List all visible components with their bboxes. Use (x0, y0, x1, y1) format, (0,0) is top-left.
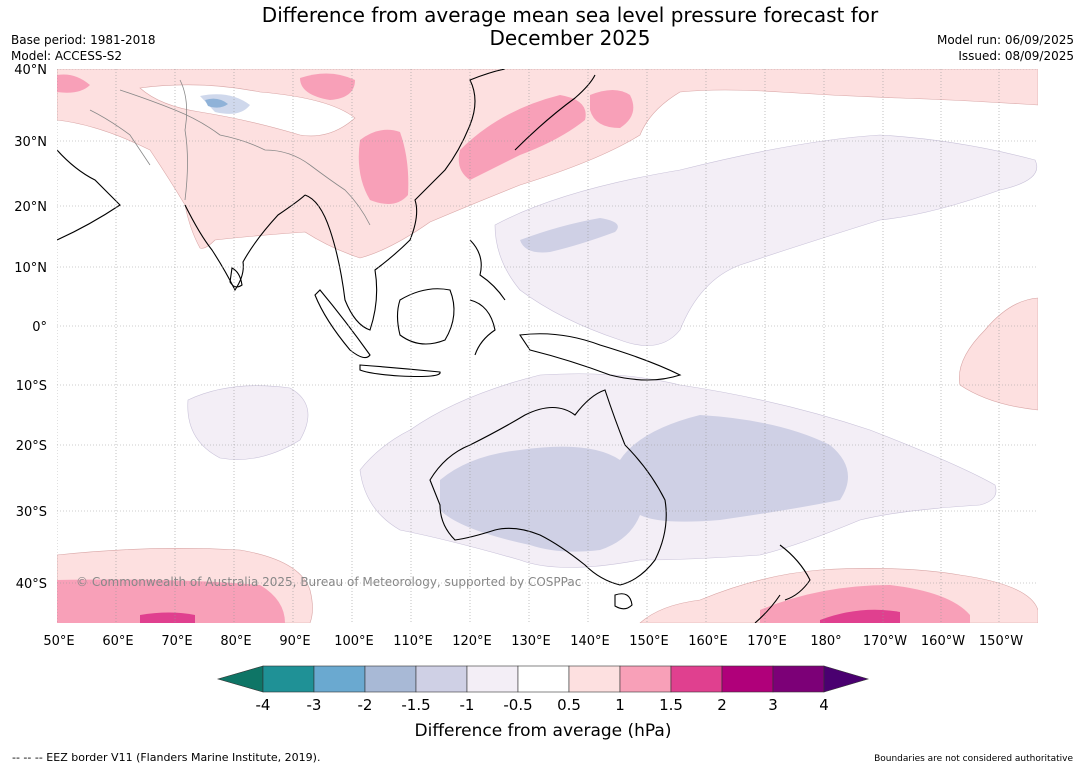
lon-label: 120°E (452, 634, 492, 649)
lat-label: 0° (32, 320, 47, 335)
colorbar-bin (415, 665, 468, 693)
colorbar-tick-label: -4 (256, 696, 271, 714)
pressure-anomaly-map: © Commonwealth of Australia 2025, Bureau… (57, 69, 1038, 623)
colorbar-bin (568, 665, 621, 693)
lat-label: 30°S (16, 505, 47, 520)
issued-date: Issued: 08/09/2025 (958, 49, 1074, 63)
title-line-2: December 2025 (489, 26, 651, 50)
colorbar-tick-label: 1.5 (659, 696, 683, 714)
colorbar-extend-high (823, 665, 870, 693)
colorbar-label: Difference from average (hPa) (415, 721, 672, 741)
lon-label: 110°E (393, 634, 433, 649)
lat-label: 40°S (16, 577, 47, 592)
model-run: Model run: 06/09/2025 (936, 33, 1074, 47)
lon-label: 160°W (921, 634, 965, 649)
colorbar-tick-label: 0.5 (557, 696, 581, 714)
latitude-labels: 40°N 30°N 20°N 10°N 0° 10°S 20°S 30°S 40°S (14, 63, 47, 592)
colorbar-bin (772, 665, 825, 693)
lat-label: 10°S (16, 379, 47, 394)
colorbar-tick-label: -3 (307, 696, 322, 714)
colorbar-bin (517, 665, 570, 693)
colorbar-tick-label: 2 (717, 696, 727, 714)
anomaly-region-central-australia (440, 415, 848, 552)
meta-left: Base period: 1981-2018 Model: ACCESS-S2 (11, 32, 156, 64)
colorbar-tick-label: -2 (358, 696, 373, 714)
model-name: Model: ACCESS-S2 (11, 49, 123, 63)
colorbar-extend-low (216, 665, 264, 693)
lon-label: 150°E (629, 634, 669, 649)
colorbar-tick-label: -1.5 (401, 696, 430, 714)
colorbar-bin (364, 665, 417, 693)
lon-label: 70°E (161, 634, 192, 649)
coastlines (57, 69, 811, 623)
lon-label: 80°E (220, 634, 251, 649)
colorbar-tick-label: 4 (819, 696, 829, 714)
title-line-1: Difference from average mean sea level p… (261, 3, 879, 27)
lon-label: 160°E (688, 634, 728, 649)
anomaly-region-east-pacific (959, 297, 1038, 411)
lon-label: 130°E (511, 634, 551, 649)
colorbar-bin (670, 665, 723, 693)
colorbar-bin (721, 665, 774, 693)
lat-label: 30°N (14, 135, 47, 150)
colorbar-bin (313, 665, 366, 693)
anomaly-region-japan (458, 95, 586, 180)
lat-label: 20°S (16, 439, 47, 454)
colorbar: -4 -3 -2 -1.5 -1 -0.5 0.5 1 1.5 2 3 4 (216, 665, 870, 714)
anomaly-region-west-pacific (494, 134, 1037, 346)
lon-label: 170°E (747, 634, 787, 649)
colorbar-bin (619, 665, 672, 693)
lon-label: 60°E (102, 634, 133, 649)
lon-label: 50°E (43, 634, 74, 649)
colorbar-tick-label: 1 (615, 696, 625, 714)
lon-label: 150°W (979, 634, 1023, 649)
lat-label: 20°N (14, 200, 47, 215)
lon-label: 180° (810, 634, 841, 649)
lon-label: 170°W (863, 634, 907, 649)
meta-right: Model run: 06/09/2025 Issued: 08/09/2025 (937, 32, 1074, 64)
lat-label: 40°N (14, 63, 47, 78)
lat-label: 10°N (14, 261, 47, 276)
base-period: Base period: 1981-2018 (11, 33, 156, 47)
copyright-text: © Commonwealth of Australia 2025, Bureau… (76, 575, 581, 589)
lon-label: 140°E (570, 634, 610, 649)
colorbar-tick-label: -1 (460, 696, 475, 714)
colorbar-tick-label: -0.5 (503, 696, 532, 714)
map-title: Difference from average mean sea level p… (170, 4, 970, 50)
lon-label: 100°E (334, 634, 374, 649)
colorbar-bin (262, 665, 315, 693)
country-borders (89, 79, 371, 226)
grid-lines (57, 69, 1038, 623)
longitude-labels: 50°E 60°E 70°E 80°E 90°E 100°E 110°E 120°E 130°E… (43, 634, 1023, 649)
boundaries-note: Boundaries are not considered authoritat… (874, 754, 1073, 764)
lon-label: 90°E (279, 634, 310, 649)
colorbar-bin (466, 665, 519, 693)
colorbar-tick-label: 3 (768, 696, 778, 714)
anomaly-neutral-himalaya (139, 84, 356, 137)
anomaly-region-east-china (358, 129, 409, 204)
eez-note: -- -- -- EEZ border V11 (Flanders Marine… (12, 751, 321, 764)
